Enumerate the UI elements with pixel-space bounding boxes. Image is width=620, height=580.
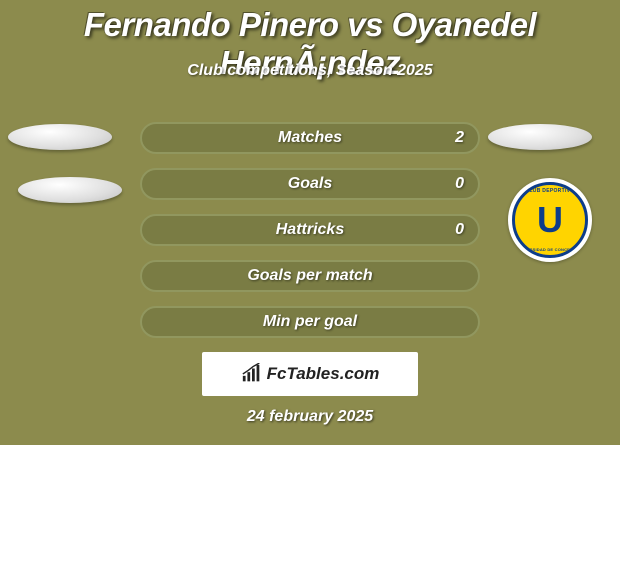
stat-row-goals: Goals 0	[140, 168, 480, 200]
comparison-panel: Fernando Pinero vs Oyanedel HernÃ¡ndez C…	[0, 0, 620, 445]
player-avatar-placeholder	[8, 124, 112, 150]
stat-label: Min per goal	[263, 313, 357, 331]
stat-label: Goals	[288, 175, 332, 193]
stat-value: 0	[455, 221, 464, 239]
club-badge-inner: CLUB DEPORTIVO U UNIVERSIDAD DE CONCEPCI…	[512, 182, 588, 258]
stat-value: 0	[455, 175, 464, 193]
subtitle: Club competitions, Season 2025	[0, 62, 620, 80]
club-badge-letter: U	[537, 202, 563, 238]
date-text: 24 february 2025	[0, 408, 620, 426]
club-badge-text-bottom: UNIVERSIDAD DE CONCEPCIÓN	[516, 247, 583, 252]
club-badge-text-top: CLUB DEPORTIVO	[526, 188, 575, 194]
stat-value: 2	[455, 129, 464, 147]
brand-text: FcTables.com	[267, 364, 380, 384]
club-badge: CLUB DEPORTIVO U UNIVERSIDAD DE CONCEPCI…	[508, 178, 592, 262]
stat-row-matches: Matches 2	[140, 122, 480, 154]
stat-row-hattricks: Hattricks 0	[140, 214, 480, 246]
player-avatar-placeholder	[488, 124, 592, 150]
stat-label: Goals per match	[247, 267, 372, 285]
stat-row-min-per-goal: Min per goal	[140, 306, 480, 338]
stat-label: Matches	[278, 129, 342, 147]
bar-chart-icon	[241, 363, 263, 385]
brand-box[interactable]: FcTables.com	[202, 352, 418, 396]
stat-label: Hattricks	[276, 221, 344, 239]
player-avatar-placeholder	[18, 177, 122, 203]
stat-row-goals-per-match: Goals per match	[140, 260, 480, 292]
